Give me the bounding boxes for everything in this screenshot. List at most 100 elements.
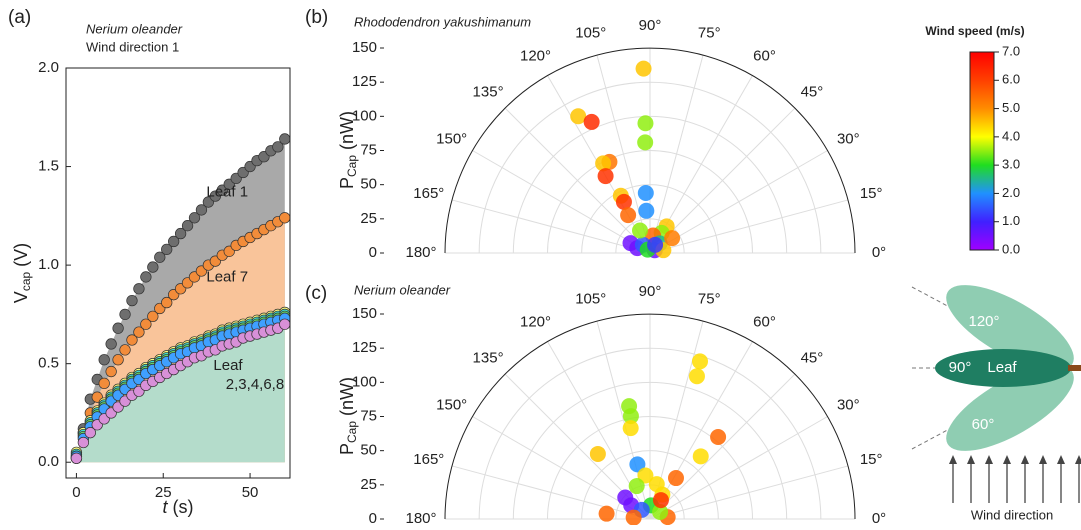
plot-frame bbox=[65, 67, 291, 479]
r-tick-label: 75 bbox=[360, 141, 377, 158]
marker bbox=[147, 261, 159, 273]
theta-tick-label: 180° bbox=[405, 244, 436, 261]
subtitle-species: Nerium oleander bbox=[86, 21, 183, 36]
theta-tick-label: 165° bbox=[413, 185, 444, 202]
data-point bbox=[595, 155, 612, 172]
data-point bbox=[629, 456, 646, 473]
arrow-head bbox=[1021, 455, 1029, 464]
theta-tick-label: 30° bbox=[837, 396, 860, 413]
r-tick-label: 100 bbox=[352, 107, 377, 124]
marker bbox=[168, 235, 180, 248]
colorbar-tick-label: 4.0 bbox=[1002, 128, 1020, 143]
axis-unit: (nW) bbox=[337, 377, 357, 416]
leaf-shape bbox=[935, 349, 1071, 387]
axis-sub: Cap bbox=[345, 421, 359, 443]
theta-tick-label: 165° bbox=[413, 451, 444, 468]
grid-spoke bbox=[649, 416, 828, 520]
data-point bbox=[637, 115, 654, 132]
x-tick-label: 25 bbox=[155, 484, 172, 501]
x-tick-label: 0 bbox=[72, 484, 80, 501]
data-point bbox=[597, 168, 614, 185]
y-tick-label: 0.0 bbox=[38, 453, 59, 470]
theta-tick-label: 75° bbox=[698, 291, 721, 308]
data-point bbox=[692, 448, 709, 465]
data-point bbox=[583, 113, 600, 130]
colorbar-tick-label: 3.0 bbox=[1002, 157, 1020, 172]
area bbox=[76, 324, 285, 463]
annotation: Leaf bbox=[213, 357, 243, 374]
chart-title: Nerium oleander bbox=[354, 282, 451, 297]
axis-unit: (V) bbox=[11, 243, 31, 267]
theta-tick-label: 180° bbox=[405, 510, 436, 525]
series-label: Leaf 7 bbox=[206, 268, 248, 285]
arrow-head bbox=[1039, 455, 1047, 464]
leaf-shape bbox=[946, 365, 1074, 451]
colorbar-tick-label: 0.0 bbox=[1002, 241, 1020, 256]
marker bbox=[98, 377, 110, 390]
diagram-caption: Wind direction bbox=[971, 507, 1053, 522]
panel-label: (a) bbox=[8, 7, 31, 28]
theta-tick-label: 90° bbox=[639, 283, 662, 300]
axis-unit: (s) bbox=[173, 497, 194, 517]
theta-tick-label: 105° bbox=[575, 25, 606, 42]
marker bbox=[70, 452, 83, 464]
arrow-head bbox=[967, 455, 975, 464]
outer-arc bbox=[444, 313, 856, 520]
data-point bbox=[570, 108, 587, 125]
theta-tick-label: 105° bbox=[575, 291, 606, 308]
colorbar-tick-label: 5.0 bbox=[1002, 100, 1020, 115]
outer-arc bbox=[444, 47, 856, 254]
colorbar-tick-label: 6.0 bbox=[1002, 72, 1020, 87]
marker bbox=[98, 354, 110, 366]
marker bbox=[119, 308, 131, 321]
y-tick-label: 2.0 bbox=[38, 59, 59, 76]
grid-spoke bbox=[596, 54, 651, 254]
data-point bbox=[622, 420, 639, 437]
colorbar-tick-label: 7.0 bbox=[1002, 43, 1020, 58]
leaf-label: Leaf bbox=[987, 359, 1017, 376]
theta-tick-label: 135° bbox=[473, 349, 504, 366]
axis-main: V bbox=[11, 291, 31, 303]
marker bbox=[195, 204, 208, 216]
axis-unit: (nW) bbox=[337, 111, 357, 150]
x-tick-label: 50 bbox=[242, 484, 259, 501]
theta-tick-label: 30° bbox=[837, 130, 860, 147]
theta-tick-label: 0° bbox=[872, 244, 886, 261]
theta-tick-label: 150° bbox=[436, 130, 467, 147]
subtitle: Wind direction 1 bbox=[86, 39, 179, 54]
marker bbox=[181, 220, 194, 232]
theta-tick-label: 45° bbox=[801, 349, 824, 366]
marker bbox=[84, 427, 96, 439]
marker bbox=[119, 344, 131, 356]
data-point bbox=[628, 478, 645, 495]
chart-title: Rhododendron yakushimanum bbox=[354, 14, 531, 29]
data-point bbox=[637, 467, 654, 484]
axis-label: PCap (nW) bbox=[337, 111, 362, 189]
grid-spoke bbox=[649, 373, 796, 520]
r-tick-label: 75 bbox=[360, 407, 377, 424]
theta-tick-label: 150° bbox=[436, 396, 467, 413]
marker bbox=[161, 296, 173, 309]
data-point bbox=[647, 236, 664, 253]
grid-spoke bbox=[649, 54, 704, 254]
r-tick-label: 100 bbox=[352, 373, 377, 390]
marker bbox=[188, 212, 201, 224]
marker bbox=[133, 326, 145, 338]
data-point bbox=[635, 60, 652, 77]
marker bbox=[126, 334, 138, 346]
theta-tick-label: 15° bbox=[860, 185, 883, 202]
data-point bbox=[688, 368, 705, 385]
data-point bbox=[589, 445, 606, 462]
annotation: 2,3,4,6,8 bbox=[226, 376, 284, 393]
dash-line bbox=[911, 286, 956, 311]
marker bbox=[105, 338, 117, 350]
marker bbox=[77, 436, 90, 449]
grid-spoke bbox=[649, 199, 849, 254]
data-point bbox=[692, 353, 709, 370]
colorbar bbox=[969, 51, 995, 251]
grid-spoke bbox=[451, 465, 651, 520]
dash-line bbox=[911, 425, 956, 450]
colorbar-tick-label: 2.0 bbox=[1002, 185, 1020, 200]
marker bbox=[112, 354, 124, 366]
